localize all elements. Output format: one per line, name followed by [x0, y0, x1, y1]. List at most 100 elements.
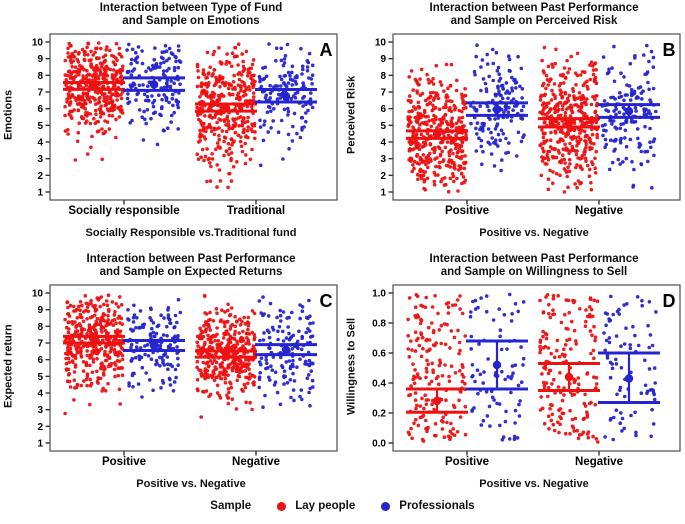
- mean-point: [89, 335, 99, 344]
- jitter-point: [219, 376, 224, 381]
- jitter-point: [289, 96, 294, 101]
- jitter-point: [557, 430, 561, 435]
- jitter-point: [147, 378, 152, 382]
- jitter-point: [238, 323, 243, 327]
- jitter-point: [594, 382, 599, 386]
- jitter-point: [485, 52, 489, 57]
- jitter-point: [439, 83, 444, 87]
- jitter-point: [585, 371, 590, 375]
- jitter-point: [572, 429, 576, 433]
- jitter-point: [308, 335, 313, 339]
- jitter-point: [140, 395, 144, 399]
- jitter-point: [174, 59, 178, 64]
- jitter-point: [154, 331, 159, 336]
- jitter-point: [244, 93, 248, 97]
- jitter-point: [286, 106, 290, 111]
- y-axis-tick-label: 9: [37, 305, 43, 316]
- jitter-point: [245, 104, 250, 109]
- jitter-point: [216, 93, 221, 98]
- jitter-point: [413, 391, 418, 395]
- jitter-point: [429, 79, 434, 84]
- jitter-point: [439, 120, 444, 124]
- jitter-point: [300, 128, 304, 132]
- jitter-point: [538, 347, 543, 352]
- jitter-point: [87, 302, 91, 306]
- jitter-point: [413, 115, 417, 120]
- y-axis-tick-label: 0.2: [372, 409, 386, 420]
- jitter-point: [167, 100, 171, 105]
- jitter-point: [418, 404, 423, 408]
- jitter-point: [218, 342, 222, 347]
- jitter-point: [490, 395, 495, 400]
- mean-point: [89, 81, 99, 91]
- jitter-point: [225, 59, 229, 64]
- jitter-point: [282, 61, 287, 65]
- jitter-point: [242, 315, 246, 320]
- jitter-point: [560, 96, 564, 100]
- jitter-point: [590, 333, 594, 337]
- jitter-point: [493, 138, 498, 142]
- jitter-point: [129, 57, 134, 62]
- jitter-point: [248, 88, 252, 92]
- jitter-point: [587, 167, 592, 172]
- jitter-point: [215, 120, 219, 125]
- jitter-point: [621, 160, 625, 164]
- jitter-point: [410, 169, 414, 174]
- jitter-point: [166, 313, 171, 317]
- jitter-point: [551, 422, 556, 427]
- jitter-point: [446, 86, 450, 91]
- jitter-point: [634, 433, 638, 438]
- jitter-point: [104, 103, 108, 107]
- jitter-point: [432, 407, 436, 412]
- jitter-point: [479, 144, 483, 149]
- jitter-point: [634, 109, 638, 113]
- jitter-point: [460, 140, 465, 145]
- jitter-point: [412, 166, 416, 171]
- jitter-point: [119, 351, 123, 356]
- jitter-point: [594, 386, 598, 390]
- jitter-point: [594, 375, 599, 380]
- jitter-point: [416, 100, 421, 105]
- jitter-point: [208, 310, 212, 315]
- jitter-point: [227, 152, 231, 157]
- jitter-point: [307, 298, 311, 303]
- jitter-point: [421, 113, 426, 118]
- jitter-point: [603, 435, 607, 439]
- jitter-point: [161, 333, 166, 337]
- jitter-point: [212, 68, 217, 72]
- jitter-point: [463, 432, 468, 437]
- jitter-point: [150, 326, 154, 331]
- jitter-point: [585, 120, 589, 124]
- jitter-point: [455, 176, 459, 181]
- jitter-point: [311, 321, 315, 325]
- jitter-point: [411, 377, 415, 382]
- jitter-point: [259, 362, 263, 367]
- jitter-point: [82, 57, 87, 62]
- jitter-point: [609, 118, 613, 123]
- jitter-point: [457, 146, 462, 151]
- jitter-point: [244, 358, 248, 362]
- jitter-point: [134, 98, 138, 102]
- jitter-point: [418, 77, 422, 81]
- jitter-point: [95, 379, 100, 384]
- jitter-point: [554, 171, 559, 176]
- jitter-point: [98, 376, 103, 381]
- panel-letter: A: [320, 40, 333, 60]
- jitter-point: [162, 353, 166, 357]
- jitter-point: [575, 185, 579, 190]
- jitter-point: [263, 95, 268, 100]
- jitter-point: [500, 369, 504, 374]
- jitter-point: [417, 147, 422, 152]
- jitter-point: [636, 136, 640, 141]
- mean-point: [624, 374, 634, 383]
- jitter-point: [450, 172, 455, 176]
- jitter-point: [199, 368, 203, 373]
- panel-c-x-axis-label: Positive vs. Negative: [136, 478, 246, 490]
- jitter-point: [286, 70, 291, 75]
- y-axis-tick-label: 5: [37, 121, 43, 132]
- jitter-point: [490, 47, 495, 52]
- jitter-point: [510, 312, 514, 316]
- jitter-point: [112, 313, 117, 317]
- jitter-point: [235, 339, 239, 344]
- jitter-point: [542, 93, 547, 98]
